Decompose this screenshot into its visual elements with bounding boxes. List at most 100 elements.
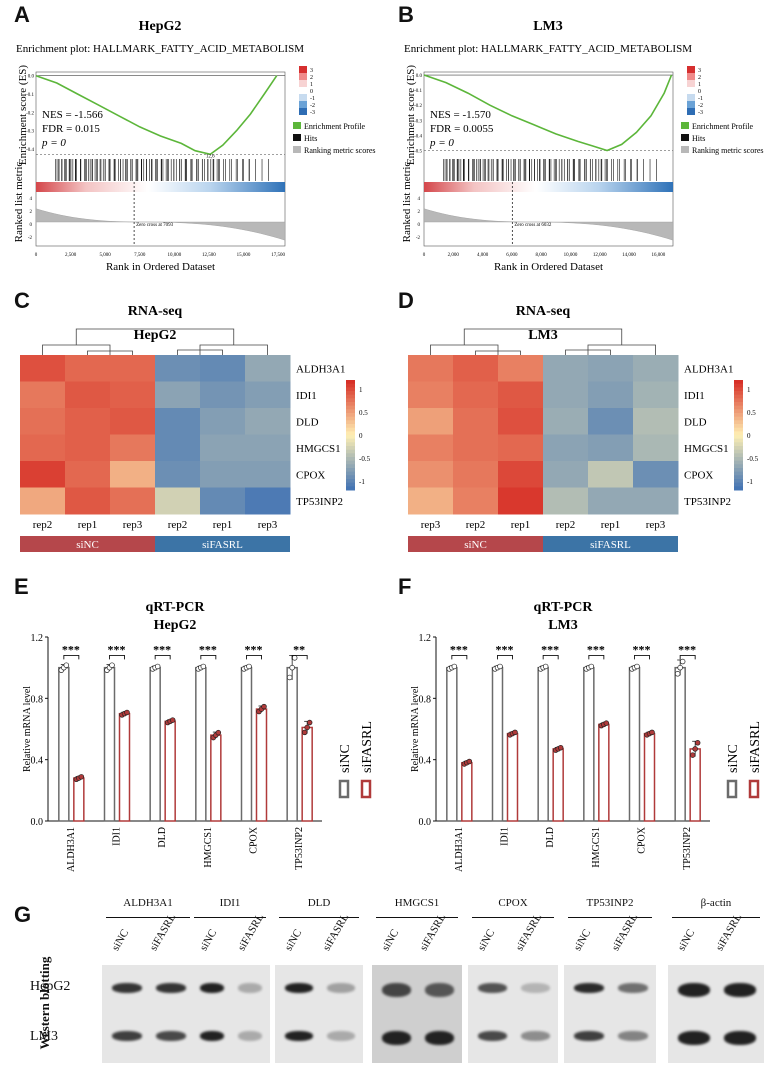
gsea-frame xyxy=(35,71,286,247)
heatmap-column-label: rep1 xyxy=(601,519,621,531)
heatmap-colorbar-segment xyxy=(346,383,355,388)
western-protein-label: β-actin xyxy=(700,897,732,909)
heatmap-colorbar-segment xyxy=(734,387,743,392)
gsea-x-tick-label: 2,500 xyxy=(65,253,77,258)
heatmap-cell xyxy=(200,461,246,488)
gsea-nes-text: NES = -1.570 xyxy=(430,109,491,121)
bar-sinc xyxy=(446,666,458,822)
heatmap-colorbar-segment xyxy=(346,442,355,447)
heatmap-cell xyxy=(498,355,544,382)
bar-y-tick-label: 0.8 xyxy=(31,694,44,705)
heatmap-colorbar-segment xyxy=(734,486,743,491)
heatmap-cell xyxy=(498,487,544,515)
western-side-label: Western blotting xyxy=(37,956,52,1050)
heatmap-cell xyxy=(200,381,246,409)
heatmap-cell xyxy=(453,381,499,409)
western-band xyxy=(574,1031,604,1041)
heatmap-cell xyxy=(110,487,156,515)
western-lane-label: siNC xyxy=(109,927,132,953)
gsea-legend-label: Ranking metric scores xyxy=(304,146,376,155)
bar-category-label: ALDH3A1 xyxy=(454,827,465,872)
heatmap-gene-label: TP53INP2 xyxy=(296,496,343,508)
heatmap-cell xyxy=(633,355,679,382)
heatmap-cell xyxy=(498,408,544,435)
heatmap-cell xyxy=(200,408,246,435)
heatmap-colorbar-segment xyxy=(734,431,743,436)
heatmap-colorbar-segment xyxy=(734,409,743,414)
heatmap-colorbar-segment xyxy=(734,460,743,465)
heatmap-colorbar-segment xyxy=(346,427,355,432)
bar-significance-label: *** xyxy=(541,642,559,656)
heatmap-cell xyxy=(200,355,246,382)
bar-y-tick-label: 0.4 xyxy=(419,756,432,767)
western-blot-strip xyxy=(564,965,656,1015)
heatmap-column-label: rep2 xyxy=(466,519,486,531)
heatmap-cell xyxy=(110,355,156,382)
gsea-colorscale-tick: 2 xyxy=(310,75,313,81)
gsea-colorscale-cell xyxy=(687,108,695,115)
gsea-colorscale-cell xyxy=(299,87,307,94)
bar-significance-bracket xyxy=(497,654,513,660)
heatmap-cell xyxy=(633,434,679,462)
bar-sinc xyxy=(286,666,298,822)
heatmap-cell xyxy=(633,381,679,409)
bar-data-point xyxy=(542,663,549,670)
bar-category-label: CPOX xyxy=(249,826,260,853)
bar-significance-label: *** xyxy=(633,642,651,656)
heatmap-cell xyxy=(20,487,66,515)
gsea-fdr-text: FDR = 0.0055 xyxy=(430,123,494,135)
heatmap-colorbar-segment xyxy=(346,453,355,458)
bar-legend-swatch xyxy=(748,779,760,799)
bar-significance-bracket xyxy=(588,654,605,660)
gsea-nes-text: NES = -1.566 xyxy=(42,109,103,121)
heatmap-colorbar-segment xyxy=(346,398,355,403)
western-protein-underline xyxy=(279,917,359,918)
heatmap-colorbar-tick: 1 xyxy=(747,386,751,394)
heatmap-subtitle: LM3 xyxy=(528,328,558,343)
heatmap-colorbar-segment xyxy=(346,413,355,418)
gsea-colorscale-cell xyxy=(299,73,307,80)
bar-data-point xyxy=(694,740,701,746)
bar-legend-swatch xyxy=(360,779,372,799)
gsea-colorscale-tick: -1 xyxy=(310,96,315,102)
western-blot-strip xyxy=(102,1015,194,1063)
bar-data-point xyxy=(289,664,295,671)
heatmap-cell xyxy=(245,381,291,409)
heatmap-cell xyxy=(408,461,454,488)
gsea-colorscale-tick: 3 xyxy=(698,68,701,74)
heatmap-cell xyxy=(408,487,454,515)
gsea-x-tick-label: 10,000 xyxy=(564,253,578,258)
heatmap-colorbar-segment xyxy=(346,468,355,473)
heatmap-colorbar-segment xyxy=(734,438,743,443)
heatmap-cell xyxy=(633,461,679,488)
bar-data-point xyxy=(286,674,293,681)
gsea-es-tick-label: -0.2 xyxy=(414,104,422,109)
heatmap-colorbar-tick: -0.5 xyxy=(747,455,759,463)
heatmap-cell xyxy=(155,355,201,382)
heatmap-cell xyxy=(200,487,246,515)
western-band xyxy=(382,1031,411,1045)
gsea-enrichment-plot-hepg2: HepG2 Enrichment plot: HALLMARK_FATTY_ACI… xyxy=(13,19,376,273)
bar-category-label: CPOX xyxy=(637,826,648,853)
gsea-x-tick-label: 0 xyxy=(423,253,426,258)
gsea-zero-cross-label: Zero cross at 6032 xyxy=(514,223,552,228)
qpcr-bar-chart-hepg2: qRT-PCR HepG2 0.0 0.4 0.8 1.2 Relative mRNA le… xyxy=(22,600,375,872)
heatmap-cell xyxy=(110,408,156,435)
western-blot-strip xyxy=(190,1015,270,1063)
heatmap-colorbar-segment xyxy=(346,409,355,414)
heatmap-colorbar-segment xyxy=(734,416,743,421)
heatmap-dendrogram-branch xyxy=(75,328,235,345)
gsea-x-tick-label: 12,000 xyxy=(593,253,607,258)
bar-significance-label: *** xyxy=(587,642,605,656)
western-band xyxy=(678,1031,710,1045)
heatmap-colorbar-segment xyxy=(346,394,355,399)
heatmap-cell xyxy=(65,461,111,488)
bar-legend-label: siNC xyxy=(338,744,353,773)
heatmap-cell xyxy=(245,461,291,488)
western-row-label: LM3 xyxy=(30,1029,58,1044)
heatmap-colorbar-segment xyxy=(346,435,355,440)
bar-sinc xyxy=(195,666,207,822)
western-band xyxy=(574,983,604,993)
western-blot-strip xyxy=(468,1015,558,1063)
heatmap-cell xyxy=(588,434,634,462)
